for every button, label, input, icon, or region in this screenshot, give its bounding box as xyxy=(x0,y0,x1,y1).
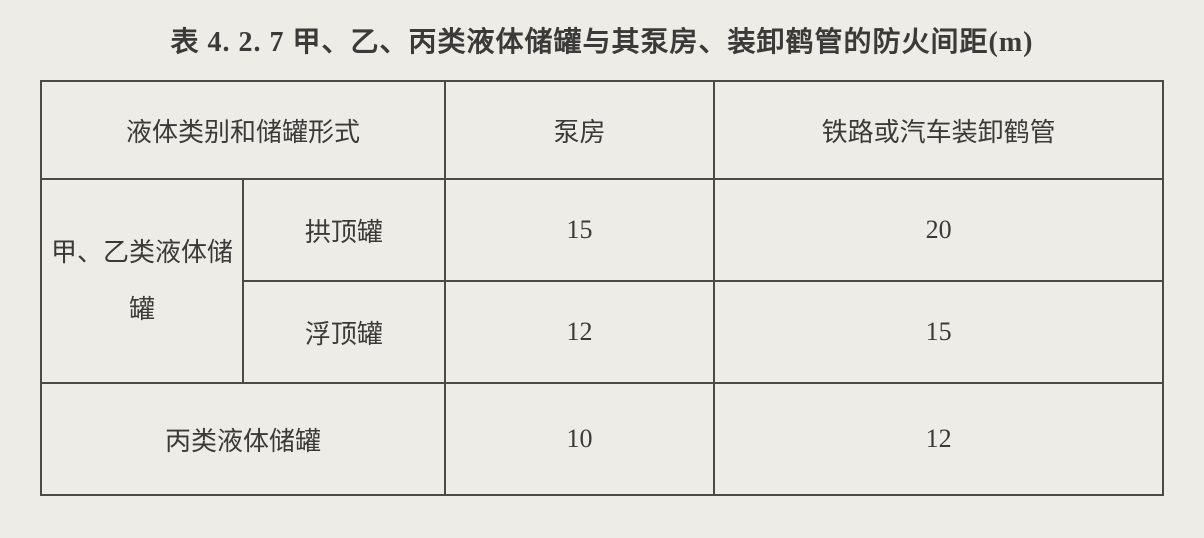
table-header-row: 液体类别和储罐形式 泵房 铁路或汽车装卸鹤管 xyxy=(41,81,1163,179)
table-row: 丙类液体储罐 10 12 xyxy=(41,383,1163,495)
table-row: 甲、乙类液体储罐 拱顶罐 15 20 xyxy=(41,179,1163,281)
fire-distance-table: 液体类别和储罐形式 泵房 铁路或汽车装卸鹤管 甲、乙类液体储罐 拱顶罐 15 2… xyxy=(40,80,1164,496)
cell-loading-arm: 20 xyxy=(714,179,1163,281)
header-pump-house: 泵房 xyxy=(445,81,714,179)
table-title: 表 4. 2. 7 甲、乙、丙类液体储罐与其泵房、装卸鹤管的防火间距(m) xyxy=(40,20,1164,60)
cell-tank-form: 浮顶罐 xyxy=(243,281,445,383)
header-category: 液体类别和储罐形式 xyxy=(41,81,445,179)
cell-pump-house: 12 xyxy=(445,281,714,383)
cell-pump-house: 10 xyxy=(445,383,714,495)
cell-loading-arm: 15 xyxy=(714,281,1163,383)
cell-pump-house: 15 xyxy=(445,179,714,281)
cell-group1-label: 甲、乙类液体储罐 xyxy=(41,179,243,383)
header-loading-arm: 铁路或汽车装卸鹤管 xyxy=(714,81,1163,179)
cell-loading-arm: 12 xyxy=(714,383,1163,495)
cell-row3-category: 丙类液体储罐 xyxy=(41,383,445,495)
cell-tank-form: 拱顶罐 xyxy=(243,179,445,281)
